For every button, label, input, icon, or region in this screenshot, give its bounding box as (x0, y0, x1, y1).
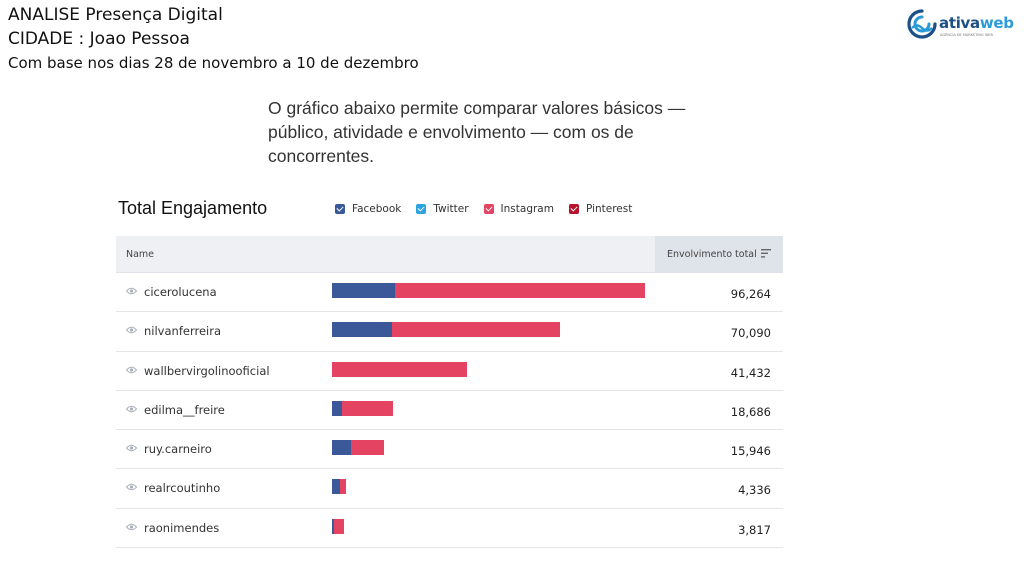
bar-segment-instagram (340, 479, 347, 495)
checkbox-checked-icon[interactable] (335, 204, 345, 214)
eye-icon[interactable] (126, 444, 137, 452)
table-row[interactable]: wallbervirgolinooficial 41,432 (116, 352, 783, 391)
legend-item-pinterest[interactable]: Pinterest (568, 203, 633, 215)
table-row[interactable]: realrcoutinho 4,336 (116, 469, 783, 509)
row-total-value: 4,336 (738, 483, 771, 498)
bar-segment-instagram (350, 440, 384, 456)
logo-wordmark: ativaweb (939, 14, 1014, 32)
table-header: Name Envolvimento total (116, 236, 783, 273)
bar-segment-instagram (332, 361, 467, 377)
column-header-total[interactable]: Envolvimento total (667, 249, 757, 260)
report-period: Com base nos dias 28 de novembro a 10 de… (8, 54, 419, 72)
row-total-value: 18,686 (730, 404, 771, 419)
eye-icon[interactable] (126, 483, 137, 491)
row-name[interactable]: nilvanferreira (144, 324, 221, 339)
wave-logo-icon (907, 9, 937, 39)
row-total-value: 70,090 (730, 326, 771, 341)
checkbox-checked-icon[interactable] (416, 204, 427, 214)
table-body: cicerolucena 96,264 nilvanferreira 70,090 wa… (116, 273, 783, 549)
bar-segment-facebook (332, 479, 341, 495)
row-total-value: 96,264 (730, 287, 771, 301)
row-name[interactable]: cicerolucena (144, 285, 217, 299)
row-total-value: 3,817 (738, 522, 771, 537)
report-title: ANALISE Presença Digital (8, 5, 223, 25)
eye-icon[interactable] (126, 405, 137, 413)
column-header-name[interactable]: Name (126, 249, 155, 260)
legend-label: Twitter (433, 203, 469, 215)
bar-segment-instagram (394, 283, 645, 298)
engagement-table: Name Envolvimento total cicerolucena 96,2… (116, 236, 783, 549)
chart-title: Total Engajamento (118, 198, 268, 218)
chart-legend: Facebook Twitter Instagram Pinterest (335, 203, 647, 215)
legend-item-facebook[interactable]: Facebook (335, 203, 401, 215)
bar-segment-facebook (332, 283, 395, 298)
table-row[interactable]: ruy.carneiro 15,946 (116, 430, 783, 470)
eye-icon[interactable] (126, 366, 137, 374)
ativaweb-logo: ativaweb AGÊNCIA DE MARKETING WEB (906, 8, 1018, 44)
row-name[interactable]: realrcoutinho (144, 481, 221, 496)
bar-segment-facebook (332, 322, 392, 338)
legend-label: Pinterest (585, 203, 633, 215)
row-total-value: 41,432 (730, 365, 771, 380)
table-row[interactable]: raonimendes 3,817 (116, 509, 783, 549)
bar-segment-facebook (332, 440, 351, 456)
bar-segment-facebook (332, 518, 334, 534)
bar-segment-instagram (391, 322, 560, 338)
legend-item-twitter[interactable]: Twitter (416, 203, 469, 215)
column-header-total-cell[interactable]: Envolvimento total (655, 236, 783, 272)
eye-icon[interactable] (126, 523, 137, 531)
bar-segment-instagram (333, 518, 345, 534)
eye-icon[interactable] (126, 326, 137, 334)
report-city: CIDADE : Joao Pessoa (8, 29, 190, 49)
legend-item-instagram[interactable]: Instagram (483, 203, 554, 215)
bar-segment-instagram (342, 400, 393, 416)
row-name[interactable]: ruy.carneiro (144, 442, 212, 457)
intro-text: O gráfico abaixo permite comparar valore… (268, 98, 686, 166)
eye-icon[interactable] (126, 287, 137, 295)
table-row[interactable]: nilvanferreira 70,090 (116, 312, 783, 352)
checkbox-checked-icon[interactable] (568, 204, 579, 214)
row-name[interactable]: edilma__freire (144, 402, 225, 417)
checkbox-checked-icon[interactable] (483, 204, 494, 214)
logo-tagline: AGÊNCIA DE MARKETING WEB (940, 33, 993, 37)
bar-segment-facebook (332, 400, 343, 416)
legend-label: Facebook (352, 203, 402, 215)
sort-icon[interactable] (761, 249, 771, 258)
table-row[interactable]: edilma__freire 18,686 (116, 391, 783, 431)
legend-label: Instagram (500, 203, 554, 215)
row-name[interactable]: wallbervirgolinooficial (144, 363, 270, 378)
row-name[interactable]: raonimendes (144, 520, 220, 535)
table-row[interactable]: cicerolucena 96,264 (116, 273, 783, 313)
row-total-value: 15,946 (730, 444, 771, 459)
